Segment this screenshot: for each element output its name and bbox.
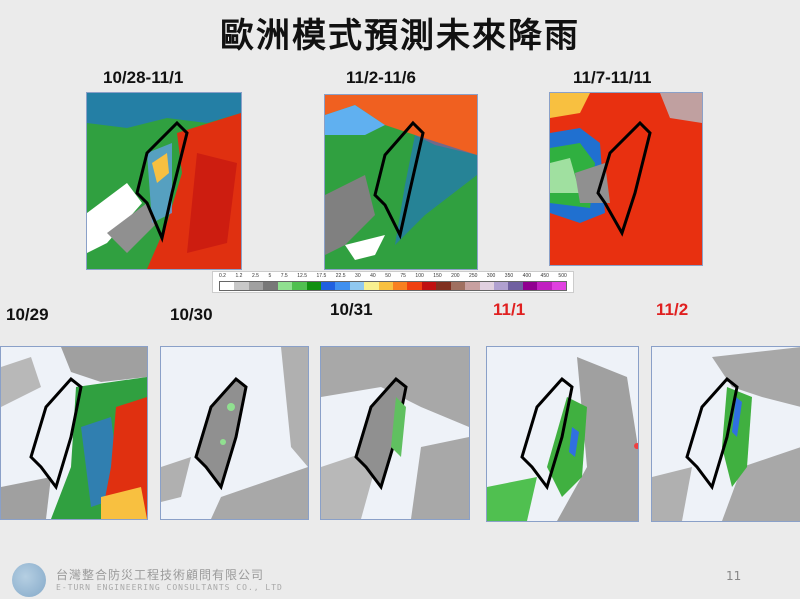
colorbar-swatch [522, 282, 538, 290]
colorbar-swatch [349, 282, 365, 290]
slide-title: 歐洲模式預測未來降雨 [220, 16, 580, 56]
colorbar-ticks: 0.2 1.2 2.5 5 7.5 12.5 17.5 22.5 30 40 5… [219, 273, 567, 279]
colorbar-swatch [234, 282, 249, 290]
rainfall-map-11-2-11-6 [324, 94, 478, 270]
day-label-11-1: 11/1 [493, 300, 526, 319]
rainfall-map-10-31 [320, 346, 470, 520]
rainfall-map-10-28-11-1 [86, 92, 242, 270]
colorbar-swatch [551, 282, 567, 290]
day-label-10-29: 10/29 [6, 305, 49, 324]
colorbar-swatch [335, 282, 350, 290]
colorbar-swatch [494, 282, 509, 290]
period-label-3: 11/7-11/11 [573, 68, 652, 87]
colorbar-swatch [220, 282, 235, 290]
rainfall-map-11-2 [651, 346, 800, 522]
colorbar-swatch [364, 282, 379, 290]
colorbar-swatch [450, 282, 466, 290]
company-name-zh: 台灣整合防災工程技術顧問有限公司 [56, 568, 265, 582]
day-label-10-30: 10/30 [170, 305, 213, 324]
colorbar-swatch [277, 282, 293, 290]
rainfall-map-10-30 [160, 346, 309, 520]
company-logo [12, 563, 46, 597]
page-number: 11 [726, 569, 742, 583]
colorbar-swatch [393, 282, 408, 290]
colorbar-swatch [421, 282, 437, 290]
company-name-en: E-TURN ENGINEERING CONSULTANTS CO., LTD [56, 583, 283, 592]
colorbar-swatch [508, 282, 523, 290]
day-label-11-2: 11/2 [656, 300, 689, 319]
colorbar-swatch [248, 282, 264, 290]
rainfall-map-10-29 [0, 346, 148, 520]
colorbar-swatch [263, 282, 278, 290]
period-label-1: 10/28-11/1 [103, 68, 184, 87]
rainfall-colorbar-legend: 0.2 1.2 2.5 5 7.5 12.5 17.5 22.5 30 40 5… [212, 271, 574, 293]
colorbar-swatch [320, 282, 336, 290]
colorbar-swatches [219, 281, 567, 291]
rainfall-map-11-1 [486, 346, 639, 522]
colorbar-swatch [378, 282, 394, 290]
colorbar-swatch [537, 282, 552, 290]
colorbar-swatch [436, 282, 451, 290]
period-label-2: 11/2-11/6 [346, 68, 416, 87]
day-label-10-31: 10/31 [330, 300, 373, 319]
rainfall-map-11-7-11-11 [549, 92, 703, 266]
colorbar-swatch [292, 282, 307, 290]
colorbar-swatch [479, 282, 495, 290]
colorbar-swatch [407, 282, 422, 290]
colorbar-swatch [465, 282, 480, 290]
colorbar-swatch [306, 282, 321, 290]
